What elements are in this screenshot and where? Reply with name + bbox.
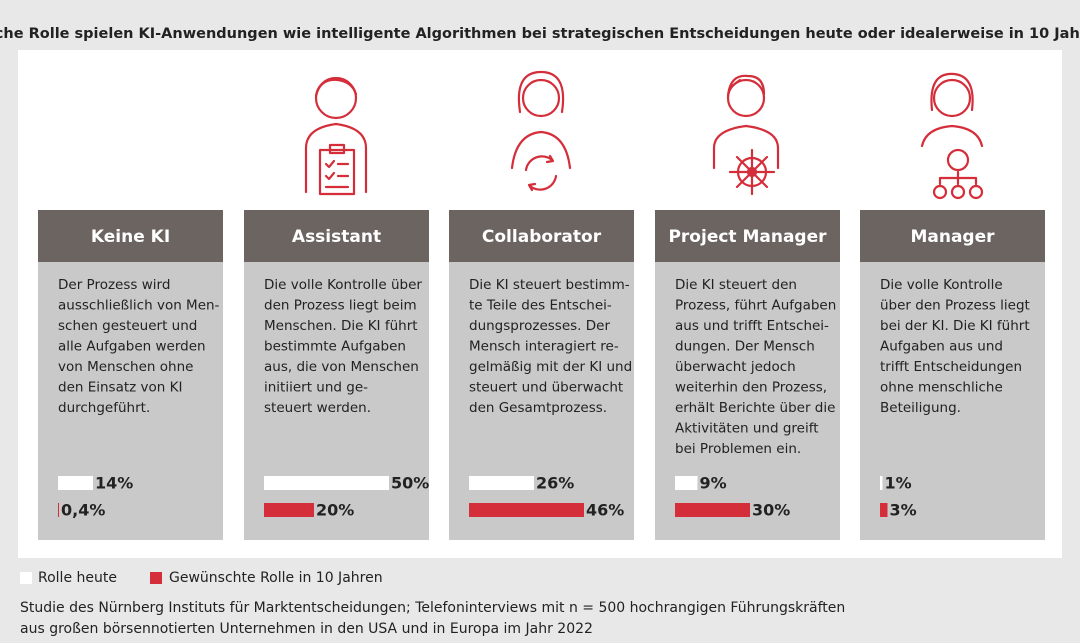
value-label: 1% [885, 474, 912, 493]
value-label: 46% [586, 501, 624, 520]
description-line: bei Problemen ein. [675, 441, 801, 457]
description-line: aus, die von Menschen [264, 359, 419, 375]
icon-manager [920, 72, 984, 200]
icon-project-manager [712, 74, 780, 196]
value-label: 50% [391, 474, 429, 493]
description-line: Menschen. Die KI führt [264, 318, 418, 334]
bar [469, 476, 534, 490]
description-line: durchgeführt. [58, 400, 150, 416]
description-line: Die volle Kontrolle [880, 277, 1003, 293]
description-line: über den Prozess liegt [880, 298, 1030, 314]
description-line: Beteiligung. [880, 400, 961, 416]
column-title: Project Manager [668, 227, 827, 247]
value-label: 3% [890, 501, 917, 520]
description-line: ausschließlich von Men- [58, 298, 220, 314]
legend-swatch [20, 572, 32, 584]
description-line: Die KI steuert den [675, 277, 797, 293]
description-line: Prozess, führt Aufgaben [675, 298, 836, 314]
description-line: Die KI steuert bestimm- [469, 277, 630, 293]
description-line: te Teile des Entschei- [469, 298, 612, 314]
bar [675, 476, 698, 490]
value-label: 9% [700, 474, 727, 493]
icon-assistant [304, 76, 368, 196]
description-line: alle Aufgaben werden [58, 339, 206, 355]
description-line: den Gesamtprozess. [469, 400, 607, 416]
column-title: Assistant [292, 227, 381, 247]
bar [264, 503, 314, 517]
description-line: von Menschen ohne [58, 359, 193, 375]
description-line: schen gesteuert und [58, 318, 197, 334]
legend-label: Rolle heute [38, 570, 117, 586]
description-line: den Einsatz von KI [58, 380, 182, 396]
bar [880, 476, 883, 490]
description-line: ohne menschliche [880, 380, 1003, 396]
column-title: Keine KI [91, 227, 170, 247]
description-line: Die volle Kontrolle über [264, 277, 422, 293]
description-line: Mensch interagiert re- [469, 339, 619, 355]
value-label: 14% [95, 474, 133, 493]
bar [58, 503, 59, 517]
description-line: trifft Entscheidungen [880, 359, 1022, 375]
value-label: 26% [536, 474, 574, 493]
description-line: bestimmte Aufgaben [264, 339, 406, 355]
description-line: Aufgaben aus und [880, 339, 1003, 355]
legend-label: Gewünschte Rolle in 10 Jahren [169, 570, 383, 586]
bar [469, 503, 584, 517]
column-header [38, 210, 223, 262]
description-line: dungen. Der Mensch [675, 339, 815, 355]
title: Welche Rolle spielen KI-Anwendungen wie … [0, 26, 1080, 42]
bar [58, 476, 93, 490]
description-line: bei der KI. Die KI führt [880, 318, 1030, 334]
column-header [860, 210, 1045, 262]
description-line: Aktivitäten und greift [675, 421, 819, 437]
bar [264, 476, 389, 490]
description-line: dungsprozesses. Der [469, 318, 610, 334]
description-line: steuert werden. [264, 400, 371, 416]
bar [880, 503, 888, 517]
value-label: 0,4% [61, 501, 105, 520]
source-line: aus großen börsennotierten Unternehmen i… [20, 621, 593, 637]
description-line: erhält Berichte über die [675, 400, 835, 416]
value-label: 20% [316, 501, 354, 520]
description-line: gelmäßig mit der KI und [469, 359, 632, 375]
description-line: den Prozess liegt beim [264, 298, 417, 314]
column-title: Manager [910, 227, 995, 247]
bar [675, 503, 750, 517]
column-header [449, 210, 634, 262]
description-line: weiterhin den Prozess, [675, 380, 827, 396]
description-line: initiiert und ge- [264, 380, 368, 396]
column-header [655, 210, 840, 262]
description-line: überwacht jedoch [675, 359, 796, 375]
description-line: aus und trifft Entschei- [675, 318, 829, 334]
value-label: 30% [752, 501, 790, 520]
description-line: steuert und überwacht [469, 380, 623, 396]
description-line: Der Prozess wird [58, 277, 170, 293]
source-line: Studie des Nürnberg Instituts für Markte… [20, 600, 845, 616]
column-title: Collaborator [482, 227, 602, 247]
column-header [244, 210, 429, 262]
legend-swatch [150, 572, 162, 584]
icon-collaborator [510, 70, 572, 192]
column-box [860, 210, 1045, 540]
